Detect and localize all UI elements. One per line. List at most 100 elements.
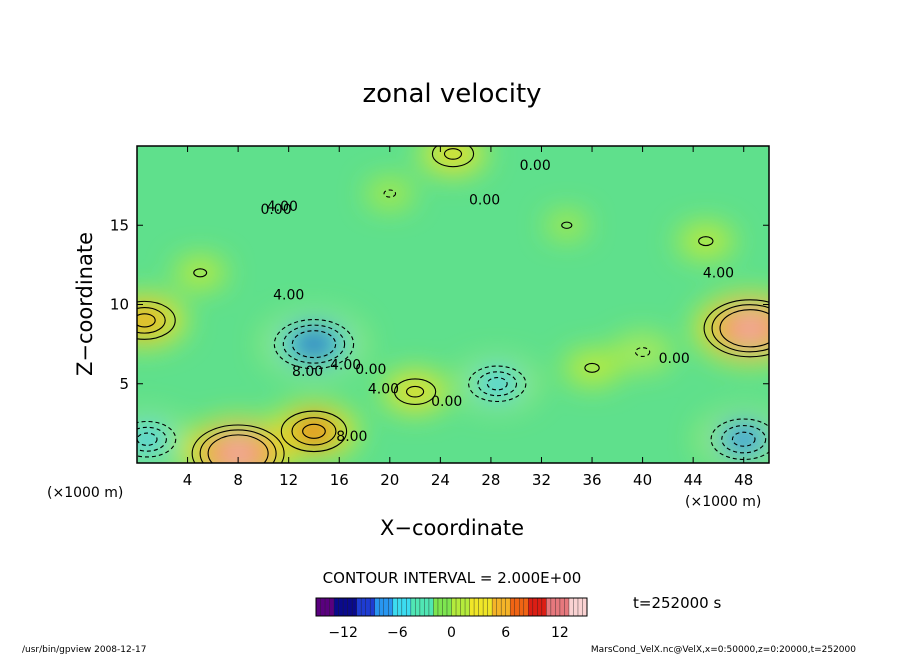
field-feature	[731, 431, 756, 447]
contour-ring	[711, 304, 769, 353]
colorbar-segment	[519, 598, 525, 616]
colorbar-segment	[474, 598, 480, 616]
x-tick-label: 8	[233, 471, 243, 489]
contour-ring	[477, 371, 518, 397]
footer-left: /usr/bin/gpview 2008-12-17	[22, 645, 146, 654]
x-tick-label: 16	[330, 471, 349, 489]
colorbar-segment	[383, 598, 389, 616]
contour-ring	[486, 377, 508, 391]
colorbar-segment	[329, 598, 335, 616]
field-feature	[137, 432, 158, 446]
field-feature	[406, 386, 425, 398]
plot-area: 0.000.000.004.004.008.00 4.000.004.008.00…	[137, 146, 769, 463]
contour-ring	[431, 146, 475, 168]
colorbar-segment	[537, 598, 543, 616]
colorbar-segment	[338, 598, 344, 616]
contour-ring	[393, 378, 437, 405]
colorbar-segment	[316, 598, 322, 616]
colorbar-segment	[356, 598, 362, 616]
field-feature	[137, 313, 156, 328]
contour-label: 4.00	[703, 266, 734, 282]
contour-ring	[406, 385, 425, 398]
contour-ring	[282, 324, 346, 364]
colorbar-segment	[388, 598, 394, 616]
colorbar-segment	[492, 598, 498, 616]
colorbar-segment	[397, 598, 403, 616]
colorbar-segment	[456, 598, 462, 616]
colorbar-segment	[501, 598, 507, 616]
colorbar-segment	[374, 598, 380, 616]
contour-ring	[721, 425, 767, 454]
contour-label: 0.00	[355, 362, 386, 378]
colorbar-tick-label: −12	[328, 625, 358, 641]
y-axis-label: Z−coordinate	[73, 232, 97, 376]
colorbar-segment	[428, 598, 434, 616]
contour-label: 4.00	[368, 381, 399, 397]
field-feature	[584, 363, 600, 373]
contour-label: 0.00	[520, 158, 551, 174]
contour-label: 4.00	[330, 357, 361, 373]
colorbar-segment	[437, 598, 443, 616]
contour-ring	[561, 221, 573, 229]
colorbar-segment	[505, 598, 511, 616]
contour-ring	[634, 347, 651, 358]
contour-ring	[273, 319, 355, 370]
colorbar-segment	[564, 598, 570, 616]
x-tick-label: 12	[279, 471, 298, 489]
colorbar-segment	[392, 598, 398, 616]
field-feature	[561, 221, 573, 229]
contour-label: 8.00	[336, 429, 367, 445]
colorbar-segment	[532, 598, 538, 616]
plot-background	[137, 146, 769, 463]
contour-ring	[137, 307, 166, 334]
y-axis-ticks: 5 10 15	[110, 216, 769, 393]
contour-ring	[291, 417, 337, 446]
colorbar-tick-label: 0	[447, 625, 456, 641]
colorbar-tick-label: 12	[551, 625, 569, 641]
contour-ring	[468, 365, 527, 403]
x-tick-label: 28	[481, 471, 500, 489]
colorbar-segment	[465, 598, 471, 616]
colorbar-segment	[514, 598, 520, 616]
x-tick-label: 4	[183, 471, 193, 489]
colorbar-segment	[478, 598, 484, 616]
colorbar	[315, 597, 588, 617]
contour-ring	[137, 426, 167, 452]
x-axis-ticks: 4 8 12 16 20 24 28 32 36 40 44 48	[183, 146, 753, 489]
colorbar-segment	[325, 598, 331, 616]
contour-interval-text: CONTOUR INTERVAL = 2.000E+00	[323, 569, 582, 587]
contour-ring	[199, 429, 277, 463]
colorbar-segment	[370, 598, 376, 616]
colorbar-segment	[343, 598, 349, 616]
colorbar-segment	[546, 598, 552, 616]
colorbar-tick-label: −6	[387, 625, 408, 641]
contour-label: 4.00	[267, 199, 298, 215]
colorbar-segment	[410, 598, 416, 616]
colorbar-segment	[469, 598, 475, 616]
contour-ring	[302, 423, 326, 439]
colorbar-segment	[419, 598, 425, 616]
x-tick-label: 44	[684, 471, 703, 489]
x-axis-unit-left: (×1000 m)	[47, 485, 123, 501]
x-tick-label: 48	[734, 471, 753, 489]
contour-label: 0.00	[659, 351, 690, 367]
colorbar-segment	[442, 598, 448, 616]
contour-label: 4.00	[273, 288, 304, 304]
contour-label: 0.00	[260, 202, 291, 218]
y-tick-label: 10	[110, 296, 129, 314]
contour-ring	[703, 299, 769, 358]
x-tick-label: 24	[431, 471, 450, 489]
contour-ring	[584, 362, 600, 373]
colorbar-segment	[352, 598, 358, 616]
contour-lines	[137, 146, 769, 463]
field-feature	[444, 148, 462, 160]
colorbar-segment	[559, 598, 565, 616]
contour-ring	[137, 420, 177, 458]
colorbar-segment	[541, 598, 547, 616]
contour-ring	[193, 268, 208, 278]
colorbar-segment	[555, 598, 561, 616]
field-feature	[735, 319, 765, 338]
chart-title: zonal velocity	[362, 79, 541, 109]
colorbar-segment	[347, 598, 353, 616]
